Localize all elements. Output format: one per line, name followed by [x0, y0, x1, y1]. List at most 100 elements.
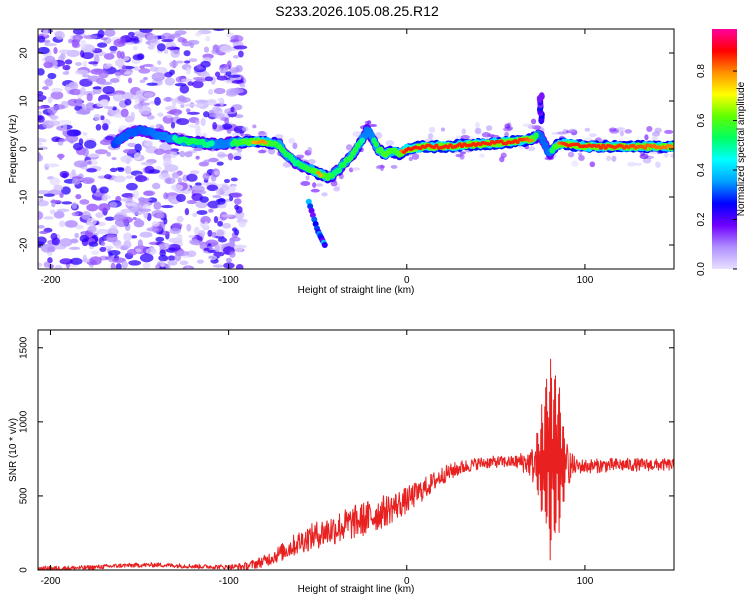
noise-speckle	[93, 113, 102, 121]
noise-speckle	[49, 199, 62, 204]
noise-speckle	[49, 209, 56, 215]
ridge-blob	[515, 140, 520, 145]
noise-speckle	[88, 241, 99, 247]
noise-speckle	[213, 215, 219, 224]
noise-speckle	[134, 97, 141, 105]
noise-speckle	[158, 242, 171, 249]
noise-speckle	[58, 138, 67, 143]
noise-speckle	[113, 214, 126, 221]
ridge-halo-speckle	[321, 192, 328, 197]
ridge-halo-speckle	[486, 125, 493, 131]
noise-speckle	[38, 137, 45, 143]
noise-speckle	[38, 189, 50, 195]
noise-speckle	[233, 198, 242, 205]
noise-speckle	[217, 204, 227, 209]
noise-speckle	[49, 115, 59, 120]
noise-speckle	[98, 70, 109, 79]
noise-speckle	[163, 49, 169, 54]
colorbar-tick-label: 0.2	[696, 212, 707, 226]
noise-speckle	[184, 151, 193, 158]
noise-speckle	[216, 75, 228, 81]
spectrogram-y-axis: -20 -10 0 10 20	[19, 47, 674, 252]
noise-speckle	[109, 78, 120, 83]
noise-speckle	[171, 98, 177, 107]
noise-speckle	[234, 204, 239, 210]
snr-y-label: SNR (10 * v/v)	[8, 418, 19, 482]
noise-speckle	[203, 159, 210, 165]
noise-speckle	[186, 199, 197, 205]
noise-speckle	[171, 184, 184, 191]
noise-speckle	[213, 170, 220, 176]
noise-speckle	[200, 117, 206, 127]
noise-speckle	[211, 231, 217, 238]
noise-speckle	[229, 251, 236, 258]
noise-speckle	[124, 98, 132, 106]
colorbar-label: Normalized spectral amplitude	[736, 81, 747, 216]
noise-speckle	[214, 244, 220, 253]
spectrogram-x-axis: -200 -100 0 100	[40, 29, 594, 286]
colorbar-tick-label: 0.8	[696, 64, 707, 78]
spur-blob	[321, 242, 328, 248]
noise-speckle	[207, 229, 213, 237]
noise-speckle	[82, 254, 87, 263]
noise-speckle	[146, 34, 159, 44]
noise-speckle	[117, 167, 125, 172]
noise-speckle	[68, 38, 74, 44]
noise-speckle	[205, 100, 218, 106]
spectrogram-y-label: Frequency (Hz)	[8, 115, 19, 184]
noise-speckle	[168, 243, 181, 251]
ridge-halo-speckle	[655, 161, 661, 168]
noise-speckle	[92, 86, 103, 90]
noise-speckle	[38, 106, 45, 110]
noise-speckle	[74, 69, 89, 75]
ridge-halo-speckle	[568, 128, 576, 133]
noise-speckle	[179, 150, 186, 158]
noise-speckle	[143, 190, 154, 196]
ridge-halo-speckle	[627, 161, 637, 167]
noise-speckle	[86, 168, 98, 173]
noise-speckle	[126, 182, 138, 191]
noise-speckle	[216, 153, 231, 158]
noise-speckle	[146, 115, 155, 120]
noise-speckle	[163, 217, 168, 225]
noise-speckle	[120, 198, 133, 202]
noise-speckle	[146, 82, 158, 86]
noise-speckle	[62, 124, 68, 132]
noise-speckle	[71, 169, 76, 176]
ridge-halo-speckle	[288, 137, 296, 144]
noise-speckle	[137, 239, 143, 249]
noise-speckle	[43, 193, 55, 197]
noise-speckle	[38, 262, 43, 268]
noise-speckle	[217, 220, 224, 227]
noise-speckle	[138, 68, 151, 74]
ridge-halo-speckle	[459, 153, 465, 160]
noise-speckle	[163, 192, 169, 200]
noise-speckle	[71, 212, 79, 217]
noise-speckle	[99, 115, 105, 121]
noise-speckle	[159, 266, 166, 269]
noise-speckle	[195, 103, 204, 108]
ridge-halo-speckle	[282, 161, 292, 168]
ridge-blob	[434, 143, 439, 148]
noise-speckle	[143, 91, 154, 98]
noise-speckle	[98, 81, 113, 86]
noise-speckle	[71, 176, 83, 180]
noise-speckle	[81, 177, 95, 184]
noise-speckle	[38, 110, 42, 116]
noise-speckle	[232, 55, 240, 59]
noise-speckle	[109, 45, 118, 52]
noise-speckle	[220, 45, 233, 53]
noise-speckle	[54, 264, 63, 269]
noise-speckle	[216, 161, 224, 166]
ridge-halo-speckle	[375, 131, 383, 139]
ridge-halo-speckle	[633, 162, 643, 166]
noise-speckle	[145, 247, 157, 255]
noise-speckle	[120, 108, 129, 118]
noise-speckle	[95, 212, 104, 218]
ridge-halo-speckle	[639, 153, 649, 160]
noise-speckle	[149, 66, 159, 72]
noise-speckle	[179, 97, 191, 103]
noise-speckle	[38, 68, 45, 76]
spectrogram-x-tick-label: 100	[577, 275, 594, 286]
